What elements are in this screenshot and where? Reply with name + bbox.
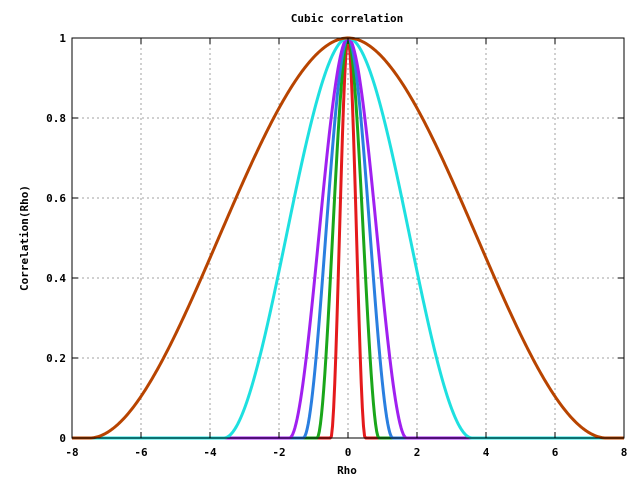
y-tick-label: 1 <box>59 32 66 45</box>
y-tick-label: 0.6 <box>46 192 66 205</box>
grid <box>72 38 624 438</box>
y-tick-label: 0 <box>59 432 66 445</box>
x-tick-label: 6 <box>552 446 559 459</box>
chart-title: Cubic correlation <box>291 12 404 25</box>
x-tick-label: -8 <box>65 446 78 459</box>
x-tick-label: 8 <box>621 446 628 459</box>
x-tick-label: -6 <box>134 446 148 459</box>
y-tick-label: 0.2 <box>46 352 66 365</box>
y-tick-label: 0.4 <box>46 272 66 285</box>
tick-labels: -8 -6 -4 -2 0 2 4 6 8 0 0.2 0.4 0.6 0.8 1 <box>46 32 627 459</box>
x-axis-label: Rho <box>337 464 357 477</box>
axes <box>71 37 625 439</box>
x-tick-label: 0 <box>345 446 352 459</box>
y-tick-label: 0.8 <box>46 112 66 125</box>
x-tick-label: -4 <box>203 446 217 459</box>
x-tick-label: -2 <box>272 446 285 459</box>
x-tick-label: 2 <box>414 446 421 459</box>
y-axis-label: Correlation(Rho) <box>18 185 31 291</box>
x-tick-label: 4 <box>483 446 490 459</box>
